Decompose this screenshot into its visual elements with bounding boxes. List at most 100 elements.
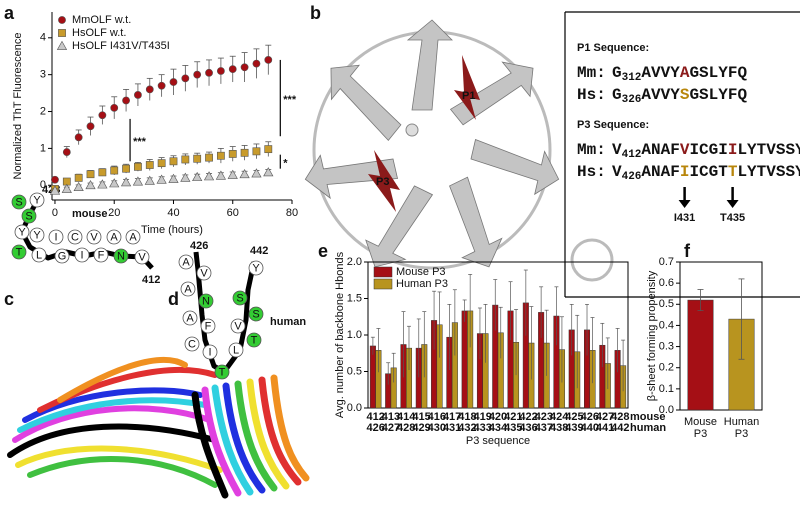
- marker: [181, 155, 190, 164]
- x-tick-label-2: 431: [443, 422, 461, 434]
- residue-letter: I: [54, 231, 57, 243]
- y-tick-label: 1.0: [347, 329, 362, 341]
- marker: [205, 68, 213, 77]
- x-tick-label: 423: [535, 411, 553, 423]
- marker: [240, 63, 249, 72]
- x-tick-label: 415: [412, 411, 430, 423]
- y-tick-label: 0.7: [659, 256, 674, 268]
- y-tick-label: 0.5: [347, 365, 362, 377]
- panel-label: c: [4, 289, 14, 309]
- marker: [181, 74, 190, 83]
- residue-letter: Y: [33, 194, 41, 206]
- end-label: 442: [250, 245, 268, 257]
- residue: [93, 247, 109, 263]
- residues: ANAF: [641, 163, 679, 181]
- sequence: V412ANAFVICGIILYTVSSY: [612, 141, 800, 161]
- sequence-title: P1 Sequence:: [577, 42, 649, 54]
- residue-letter: T: [219, 366, 226, 378]
- subscript: 426: [622, 171, 642, 183]
- residue-letter: G: [58, 250, 67, 262]
- residue-letter: A: [129, 231, 137, 243]
- y-tick-label: 0.1: [659, 383, 674, 395]
- residues: G: [612, 86, 622, 104]
- residue: [113, 248, 129, 264]
- y-tick-label: 0.3: [659, 340, 674, 352]
- species-label: Mm:: [577, 141, 606, 159]
- y-tick-label: 0.2: [659, 362, 674, 374]
- residues: GSLYFQ: [689, 64, 747, 82]
- x-tick-label: 417: [443, 411, 461, 423]
- marker: [215, 170, 227, 180]
- molecule-label: human: [270, 316, 306, 328]
- marker: [205, 153, 213, 162]
- residue: [14, 224, 30, 240]
- residue-letter: C: [71, 231, 79, 243]
- marker: [58, 16, 66, 24]
- plot-frame: [679, 261, 763, 411]
- residue-letter: Y: [252, 262, 260, 274]
- x-tick-label-2: 429: [412, 422, 430, 434]
- y-tick-label: 1: [40, 142, 46, 154]
- residue: [248, 260, 264, 276]
- arrow-head: [678, 200, 691, 208]
- annotation: ***: [283, 94, 297, 106]
- residue: [29, 192, 45, 208]
- panel-label: e: [318, 241, 328, 261]
- residue: [21, 208, 37, 224]
- x-tick-label-2: 440: [581, 422, 599, 434]
- sequence: V426ANAFIICGTTLYTVSSY: [612, 163, 800, 183]
- marker: [56, 40, 68, 50]
- residue: [11, 194, 27, 210]
- residue-letter: N: [117, 250, 125, 262]
- x-tick-label-2: 430: [428, 422, 446, 434]
- residue-letter: S: [236, 292, 243, 304]
- y-tick-label: 1.5: [347, 292, 362, 304]
- marker: [180, 172, 191, 182]
- residue: [134, 249, 150, 265]
- residue-letter: T: [16, 246, 23, 258]
- residue: [178, 254, 194, 270]
- marker: [145, 85, 154, 94]
- marker: [85, 180, 96, 190]
- y-tick-label: 0: [40, 179, 46, 191]
- x-tick-label: 428: [611, 411, 629, 423]
- marker: [144, 175, 155, 185]
- residue: [74, 247, 90, 263]
- x-tick-label-2: 428: [397, 422, 415, 434]
- residue: [198, 293, 214, 309]
- y-tick-label: 0.0: [659, 404, 674, 416]
- annotation: ***: [133, 136, 147, 148]
- y-axis-label: Avg. number of backbone Hbonds: [334, 251, 346, 418]
- marker: [74, 173, 83, 182]
- residue-letter: I: [80, 249, 83, 261]
- marker: [193, 70, 202, 79]
- x-tick-label: 412: [366, 411, 384, 423]
- marker: [168, 173, 179, 183]
- x-tick-label: 413: [382, 411, 400, 423]
- marker: [264, 145, 273, 154]
- residue-letter: V: [138, 251, 146, 263]
- residue-letter: C: [188, 338, 196, 350]
- marker: [97, 179, 108, 189]
- row-label: mouse: [630, 411, 665, 423]
- panel-label: a: [4, 3, 15, 23]
- sequence: G312AVVYAGSLYFQ: [612, 64, 747, 84]
- x-tick-label: 414: [397, 411, 416, 423]
- residue-letter: Y: [33, 229, 41, 241]
- marker: [239, 168, 250, 179]
- loop: [570, 238, 614, 282]
- residue-letter: S: [15, 196, 22, 208]
- marker: [49, 185, 61, 195]
- legend-label: Human P3: [396, 278, 448, 290]
- residue: [200, 318, 216, 334]
- marker: [98, 111, 107, 120]
- mutation-label: I431: [674, 212, 695, 224]
- marker: [251, 168, 262, 178]
- residue-letter: A: [182, 256, 190, 268]
- legend-swatch: [373, 266, 393, 278]
- structure-label: P1: [462, 90, 475, 102]
- x-tick-label: 426: [581, 411, 599, 423]
- x-tick-label: 20: [108, 207, 120, 219]
- residue-letter: N: [202, 295, 210, 307]
- species-label: Hs:: [577, 86, 606, 104]
